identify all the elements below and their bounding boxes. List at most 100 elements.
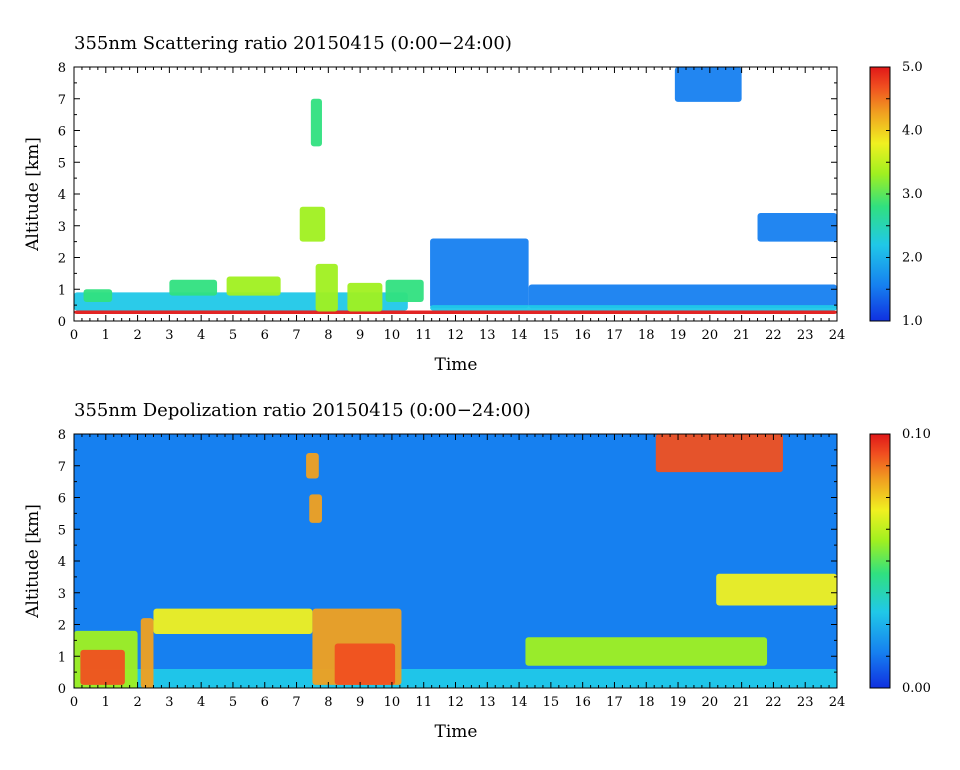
x-tick-label: 17 xyxy=(606,328,623,343)
colorbar-label: 0.00 xyxy=(902,681,931,696)
depolarization-axes: 0 1 2 3 4 5 6 7 8 9 10 11 12 13 14 15 16 17 18 19 20 21 22 23 24… xyxy=(58,428,846,710)
data-region-0 xyxy=(74,310,837,315)
x-tick-label: 21 xyxy=(733,328,750,343)
x-tick-label: 13 xyxy=(479,328,496,343)
x-tick-label: 7 xyxy=(292,328,300,343)
x-tick-label: 2 xyxy=(133,695,141,710)
data-region-2 xyxy=(80,649,125,685)
data-region-14 xyxy=(674,67,742,102)
x-tick-label: 16 xyxy=(574,328,591,343)
scattering-title: 355nm Scattering ratio 20150415 (0:00−24… xyxy=(74,33,512,54)
y-tick-label: 8 xyxy=(58,428,66,443)
y-tick-label: 2 xyxy=(58,619,66,634)
scattering-plot-area xyxy=(74,67,837,321)
data-region-12 xyxy=(430,305,837,311)
x-tick-label: 12 xyxy=(447,328,464,343)
x-tick-label: 11 xyxy=(415,328,432,343)
x-tick-label: 7 xyxy=(292,695,300,710)
x-tick-label: 6 xyxy=(261,328,269,343)
x-tick-label: 1 xyxy=(102,328,110,343)
depolarization-colorbar: 0.00 0.10 xyxy=(869,427,931,696)
depolarization-title: 355nm Depolization ratio 20150415 (0:00−… xyxy=(74,400,531,421)
y-tick-label: 0 xyxy=(58,315,66,330)
data-region-10 xyxy=(430,238,529,309)
depolarization-ylabel: Altitude [km] xyxy=(23,504,43,619)
y-tick-label: 3 xyxy=(58,587,66,602)
data-region-8 xyxy=(309,494,322,523)
x-tick-label: 10 xyxy=(384,328,401,343)
x-tick-label: 2 xyxy=(133,328,141,343)
x-tick-label: 9 xyxy=(356,695,364,710)
data-region-10 xyxy=(716,573,837,606)
data-region-5 xyxy=(315,263,338,312)
x-tick-label: 9 xyxy=(356,328,364,343)
y-tick-label: 2 xyxy=(58,252,66,267)
data-region-13 xyxy=(757,213,837,242)
x-tick-label: 15 xyxy=(543,328,560,343)
y-tick-label: 5 xyxy=(58,523,66,538)
x-tick-label: 0 xyxy=(70,328,78,343)
x-tick-label: 23 xyxy=(797,328,814,343)
colorbar-label: 0.10 xyxy=(902,427,931,442)
y-tick-label: 1 xyxy=(58,650,66,665)
x-tick-label: 4 xyxy=(197,328,205,343)
x-tick-label: 3 xyxy=(165,328,173,343)
colorbar-label: 2.0 xyxy=(902,251,923,266)
data-region-9 xyxy=(525,637,768,666)
y-tick-label: 7 xyxy=(58,93,66,108)
data-region-8 xyxy=(310,98,322,147)
depolarization-xlabel: Time xyxy=(435,722,478,742)
x-tick-label: 12 xyxy=(447,695,464,710)
x-tick-label: 11 xyxy=(415,695,432,710)
x-tick-label: 20 xyxy=(702,328,719,343)
y-tick-label: 7 xyxy=(58,460,66,475)
scattering-axes: 0 1 2 3 4 5 6 7 8 9 10 11 12 13 14 15 16 17 18 19 20 21 22 23 24… xyxy=(58,61,846,343)
x-tick-label: 19 xyxy=(670,328,687,343)
y-tick-label: 0 xyxy=(58,682,66,697)
y-tick-label: 8 xyxy=(58,61,66,76)
y-tick-label: 5 xyxy=(58,156,66,171)
y-tick-label: 4 xyxy=(58,188,66,203)
data-region-11 xyxy=(655,434,783,473)
x-tick-label: 3 xyxy=(165,695,173,710)
x-tick-label: 1 xyxy=(102,695,110,710)
y-tick-label: 6 xyxy=(58,125,66,140)
x-tick-label: 24 xyxy=(829,328,846,343)
x-tick-label: 10 xyxy=(384,695,401,710)
x-tick-label: 6 xyxy=(261,695,269,710)
x-tick-label: 19 xyxy=(670,695,687,710)
x-tick-label: 5 xyxy=(229,695,237,710)
data-region-3 xyxy=(169,279,218,296)
y-tick-label: 3 xyxy=(58,220,66,235)
x-tick-label: 14 xyxy=(511,695,528,710)
x-tick-label: 8 xyxy=(324,695,332,710)
x-tick-label: 22 xyxy=(765,328,782,343)
data-region-4 xyxy=(153,608,313,635)
x-tick-label: 0 xyxy=(70,695,78,710)
data-region-6 xyxy=(334,643,396,685)
depolarization-panel: 355nm Depolization ratio 20150415 (0:00−… xyxy=(23,400,931,742)
data-region-11 xyxy=(528,284,837,309)
x-tick-label: 18 xyxy=(638,328,655,343)
x-tick-label: 4 xyxy=(197,695,205,710)
x-tick-label: 16 xyxy=(574,695,591,710)
data-region-4 xyxy=(226,276,281,296)
x-tick-label: 5 xyxy=(229,328,237,343)
scattering-panel: 355nm Scattering ratio 20150415 (0:00−24… xyxy=(23,33,923,375)
colorbar-label: 1.0 xyxy=(902,314,923,329)
x-tick-label: 13 xyxy=(479,695,496,710)
x-tick-label: 17 xyxy=(606,695,623,710)
data-region-7 xyxy=(385,279,424,302)
x-tick-label: 8 xyxy=(324,328,332,343)
colorbar-label: 3.0 xyxy=(902,187,923,202)
y-tick-label: 4 xyxy=(58,555,66,570)
depolarization-plot-area xyxy=(74,434,837,688)
x-tick-label: 14 xyxy=(511,328,528,343)
data-region-3 xyxy=(140,618,154,688)
y-tick-label: 6 xyxy=(58,492,66,507)
scattering-xlabel: Time xyxy=(435,355,478,375)
data-region-9 xyxy=(299,206,326,242)
scattering-colorbar: 1.0 2.0 3.0 4.0 5.0 xyxy=(869,60,923,329)
x-tick-label: 22 xyxy=(765,695,782,710)
